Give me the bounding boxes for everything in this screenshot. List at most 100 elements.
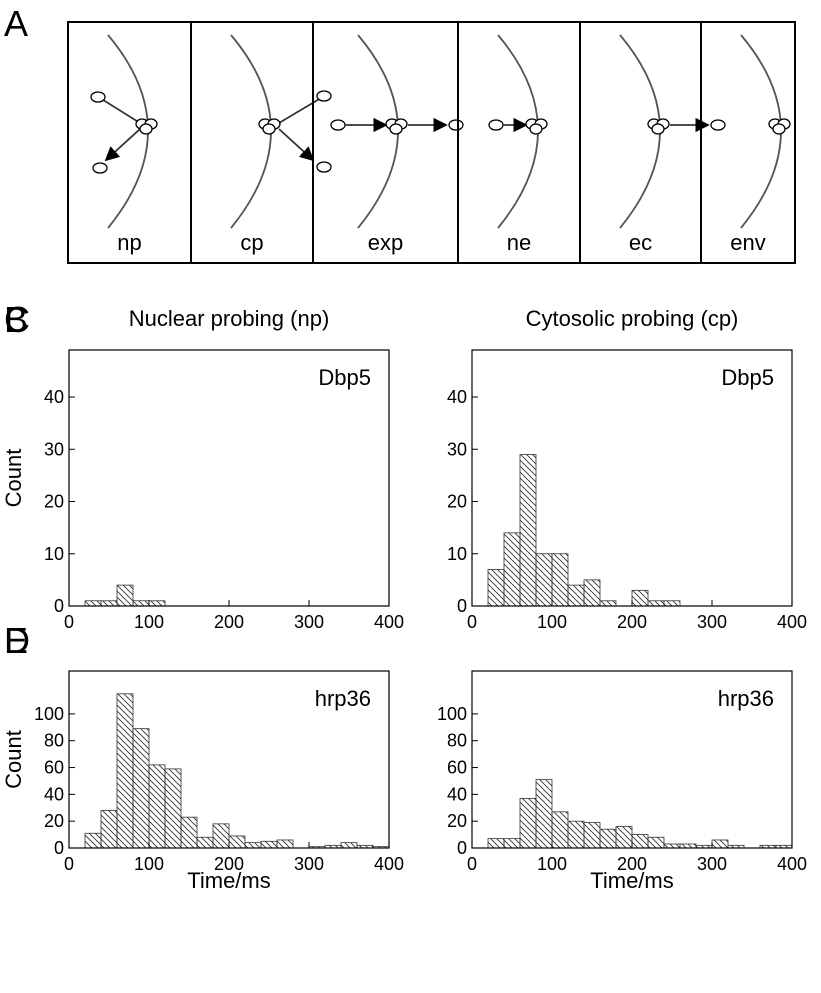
x-tick-label: 100 (134, 854, 164, 874)
y-tick-label: 30 (44, 439, 64, 459)
panel-letter: E (4, 620, 28, 661)
x-tick-label: 300 (294, 612, 324, 632)
y-tick-label: 30 (447, 439, 467, 459)
diagram-label: env (730, 230, 765, 255)
bar (647, 600, 665, 607)
trajectory (104, 128, 141, 162)
molecule (651, 123, 665, 135)
x-tick-label: 300 (294, 854, 324, 874)
trajectory (278, 97, 322, 124)
x-tick-label: 200 (617, 612, 647, 632)
bar (679, 843, 697, 849)
molecule (488, 119, 504, 131)
bar (583, 579, 601, 607)
molecule (330, 119, 346, 131)
bar (116, 584, 134, 607)
panel-letter: C (4, 299, 30, 340)
y-tick-label: 10 (447, 544, 467, 564)
molecule (262, 123, 276, 135)
bar (519, 454, 537, 607)
x-tick-label: 200 (617, 854, 647, 874)
x-tick-label: 100 (537, 854, 567, 874)
bar (503, 532, 521, 607)
y-tick-label: 10 (44, 544, 64, 564)
diagram: np cp exp ne ec env (90, 22, 791, 263)
bar (116, 693, 134, 849)
x-axis-label: Time/ms (187, 868, 271, 893)
y-tick-label: 0 (457, 596, 467, 616)
bar (100, 600, 118, 607)
molecule (92, 162, 108, 174)
bar (340, 842, 358, 849)
x-tick-label: 200 (214, 854, 244, 874)
bar (487, 569, 505, 607)
bar (228, 835, 246, 849)
bar (148, 764, 166, 849)
diagram-label: exp (368, 230, 403, 255)
bar (535, 553, 553, 607)
bar (148, 600, 166, 607)
y-tick-label: 20 (447, 811, 467, 831)
bar (276, 839, 294, 849)
bar (599, 828, 617, 849)
diagram-label: ne (507, 230, 531, 255)
x-tick-label: 0 (64, 612, 74, 632)
annotation: Dbp5 (318, 365, 371, 390)
bar (551, 811, 569, 849)
bar (132, 728, 150, 849)
y-tick-label: 40 (44, 387, 64, 407)
annotation: Dbp5 (721, 365, 774, 390)
molecule (139, 123, 153, 135)
y-tick-label: 0 (457, 838, 467, 858)
bar (647, 836, 665, 849)
y-tick-label: 0 (54, 838, 64, 858)
bar (615, 826, 633, 849)
y-tick-label: 60 (447, 758, 467, 778)
x-tick-label: 0 (467, 854, 477, 874)
y-tick-label: 40 (44, 784, 64, 804)
bar (164, 768, 182, 849)
x-tick-label: 400 (777, 612, 807, 632)
y-tick-label: 20 (44, 492, 64, 512)
bar (212, 823, 230, 849)
bar (663, 843, 681, 849)
molecule (389, 123, 403, 135)
bar (132, 600, 150, 607)
annotation: hrp36 (315, 686, 371, 711)
bar (180, 816, 198, 849)
diagram-label: np (117, 230, 141, 255)
y-axis-label: Count (1, 730, 26, 789)
x-tick-label: 100 (134, 612, 164, 632)
x-axis-label: Time/ms (590, 868, 674, 893)
bar (503, 838, 521, 849)
y-tick-label: 40 (447, 387, 467, 407)
y-axis-label: Count (1, 449, 26, 508)
bar (599, 600, 617, 607)
y-tick-label: 60 (44, 758, 64, 778)
chart-title: Cytosolic probing (cp) (526, 306, 739, 331)
x-tick-label: 0 (467, 612, 477, 632)
panel-letter: D (4, 620, 30, 661)
x-tick-label: 200 (214, 612, 244, 632)
bar (567, 820, 585, 849)
y-tick-label: 0 (54, 596, 64, 616)
y-tick-label: 40 (447, 784, 467, 804)
x-tick-label: 400 (374, 612, 404, 632)
y-tick-label: 100 (437, 704, 467, 724)
x-tick-label: 0 (64, 854, 74, 874)
bar (244, 842, 262, 849)
molecule (710, 119, 726, 131)
molecule (448, 119, 464, 131)
bar (487, 838, 505, 849)
annotation: hrp36 (718, 686, 774, 711)
molecule (772, 123, 786, 135)
bar (631, 589, 649, 607)
y-tick-label: 80 (447, 731, 467, 751)
bar (84, 832, 102, 849)
bar (196, 836, 214, 849)
bar (519, 797, 537, 849)
molecule (529, 123, 543, 135)
x-tick-label: 300 (697, 612, 727, 632)
